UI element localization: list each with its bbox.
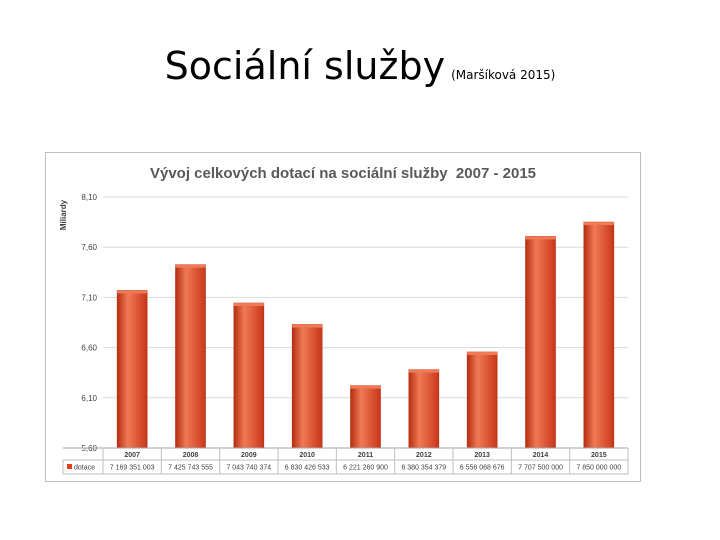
bar — [291, 324, 323, 449]
x-category-label: 2012 — [416, 452, 432, 459]
legend-label: dotace — [74, 465, 95, 472]
bar-top — [233, 303, 264, 307]
y-tick-label: 7,60 — [81, 243, 97, 252]
bar — [466, 351, 498, 449]
x-category-label: 2015 — [591, 452, 607, 459]
bar-top — [117, 290, 148, 294]
bar — [408, 369, 440, 449]
bar-top — [467, 352, 498, 356]
bar-top — [292, 324, 323, 328]
y-tick-label: 8,10 — [81, 193, 97, 202]
bar — [233, 302, 265, 449]
x-category-label: 2013 — [474, 452, 490, 459]
chart-title: Vývoj celkových dotací na sociální služb… — [150, 165, 536, 182]
bar-top — [350, 385, 381, 389]
bar-top — [583, 222, 614, 226]
data-value-label: 6 221 260 900 — [343, 465, 388, 472]
bar-top — [175, 264, 206, 268]
x-category-label: 2014 — [533, 452, 549, 459]
bars — [116, 221, 615, 449]
data-value-label: 7 707 500 000 — [518, 465, 563, 472]
x-category-label: 2008 — [183, 452, 199, 459]
bar-top — [408, 369, 439, 373]
data-value-label: 6 556 068 676 — [460, 465, 505, 472]
data-value-label: 7 169 351 003 — [110, 465, 155, 472]
bar-top — [525, 236, 556, 240]
x-category-label: 2010 — [299, 452, 315, 459]
y-axis-ticks: 5,606,106,607,107,608,10 — [81, 193, 97, 453]
data-value-label: 6 380 354 379 — [401, 465, 446, 472]
bar — [350, 385, 381, 449]
data-value-label: 7 425 743 555 — [168, 465, 213, 472]
data-value-label: 6 830 426 533 — [285, 465, 330, 472]
slide-source: (Maršíková 2015) — [451, 68, 556, 82]
legend-swatch — [67, 464, 72, 469]
bar — [116, 290, 148, 449]
x-category-label: 2009 — [241, 452, 257, 459]
x-category-label: 2007 — [124, 452, 140, 459]
y-tick-label: 6,10 — [81, 394, 97, 403]
data-value-label: 7 043 740 374 — [226, 465, 271, 472]
y-axis-label: Miliardy — [59, 199, 68, 230]
x-category-label: 2011 — [358, 452, 373, 459]
slide-title-text: Sociální služby — [164, 44, 446, 88]
bar — [583, 221, 615, 449]
y-tick-label: 6,60 — [81, 344, 97, 353]
data-value-label: 7 850 000 000 — [576, 465, 621, 472]
bar — [175, 264, 206, 449]
y-tick-label: 7,10 — [81, 293, 97, 302]
bar — [525, 236, 556, 449]
slide-title: Sociální služby (Maršíková 2015) — [0, 44, 720, 88]
data-table: 2007 7 169 351 003 2008 7 425 743 555 2009 7 … — [62, 447, 629, 475]
